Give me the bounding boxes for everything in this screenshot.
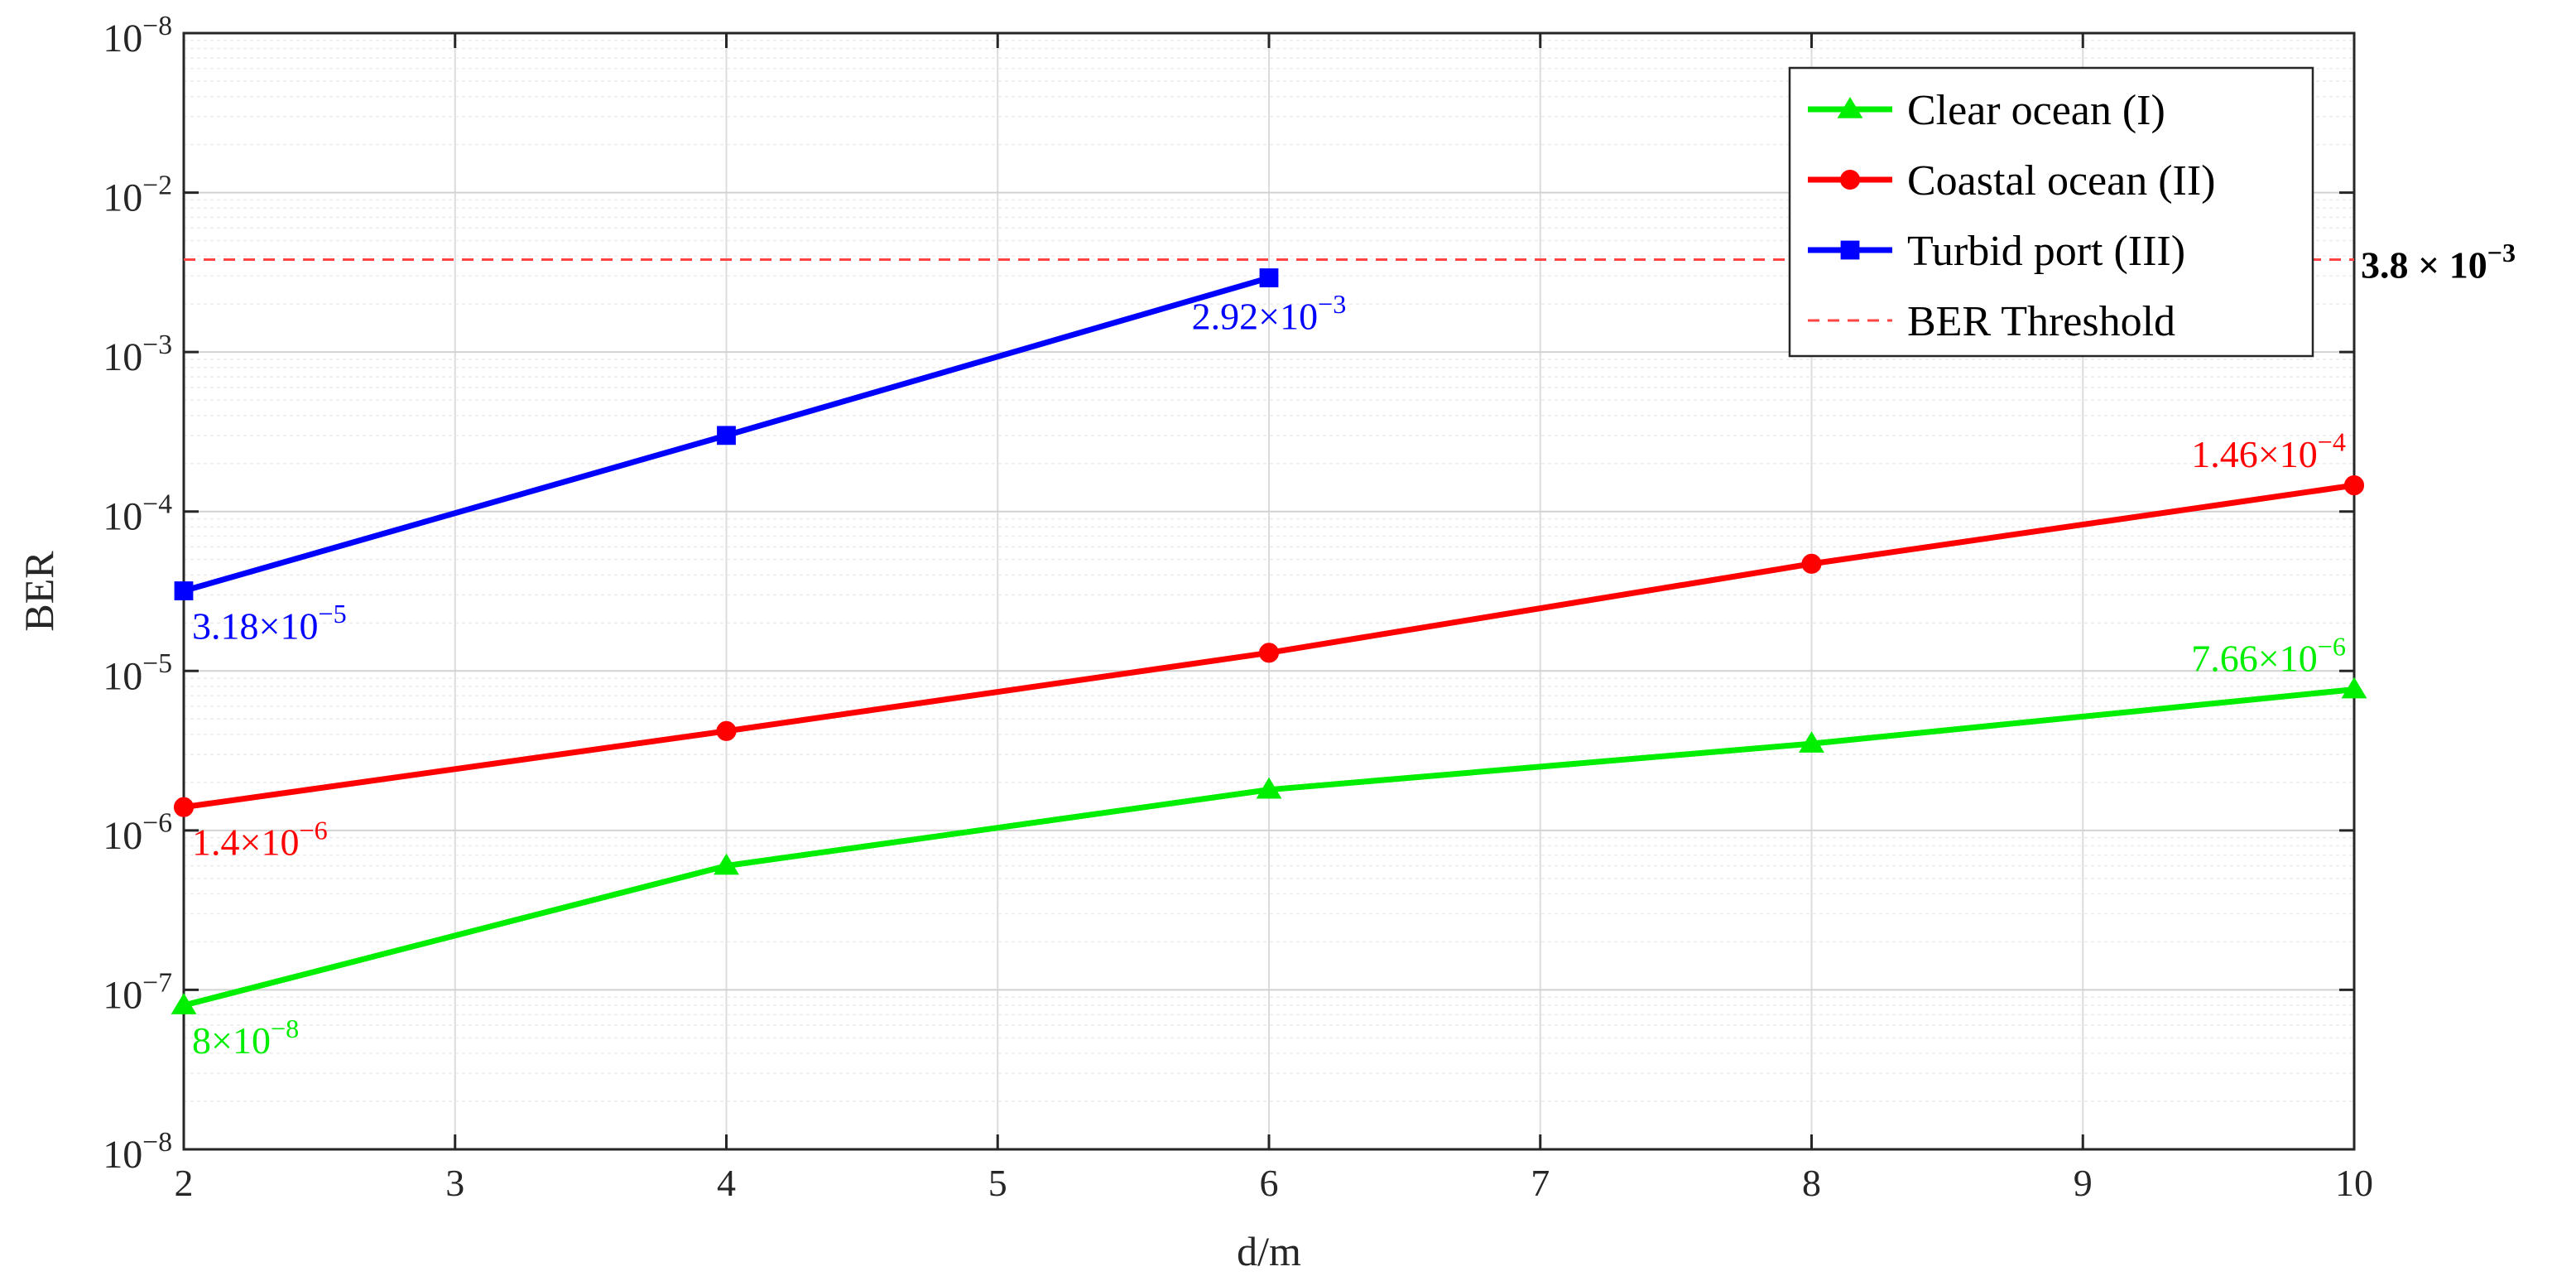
triangle-marker <box>1799 731 1824 753</box>
y-axis-title: BER <box>16 551 62 632</box>
triangle-marker <box>1837 97 1863 118</box>
circle-marker <box>2343 475 2365 496</box>
y-tick-label: 10−2 <box>103 170 172 219</box>
y-tick-label: 10−7 <box>103 967 172 1017</box>
legend-box <box>1788 66 2314 358</box>
circle-marker <box>716 720 737 741</box>
data-label: 2.92×10−3 <box>1192 289 1347 337</box>
y-tick-label: 10−4 <box>103 489 172 539</box>
data-label: 7.66×10−6 <box>2191 631 2346 679</box>
series-1 <box>171 677 2367 1014</box>
square-marker <box>174 581 194 600</box>
x-tick-label: 4 <box>717 1162 736 1204</box>
x-tick-label: 2 <box>175 1162 194 1204</box>
y-tick-label: 10−6 <box>103 808 172 858</box>
legend-item[interactable]: Turbid port (III) <box>1808 228 2185 275</box>
legend-item[interactable]: Clear ocean (I) <box>1808 87 2165 134</box>
x-axis-title: d/m <box>1237 1228 1301 1274</box>
circle-marker <box>1258 643 1280 663</box>
series <box>171 258 2367 1014</box>
triangle-marker <box>714 853 739 875</box>
legend-label: Turbid port (III) <box>1907 228 2185 275</box>
circle-marker <box>173 797 195 817</box>
y-tick-label: 10−8 <box>103 1127 172 1177</box>
data-label: 1.46×10−4 <box>2191 427 2346 475</box>
legend[interactable]: Clear ocean (I) Coastal ocean (II) Turbid … <box>1788 66 2314 358</box>
series-3 <box>174 268 1279 600</box>
x-tick-label: 7 <box>1531 1162 1550 1204</box>
y-tick-label: 10−5 <box>103 648 172 698</box>
square-marker <box>1259 268 1279 287</box>
data-label: 1.4×10−6 <box>192 815 328 863</box>
legend-item[interactable]: Coastal ocean (II) <box>1808 157 2215 205</box>
x-tick-label: 8 <box>1802 1162 1821 1204</box>
threshold-label: 3.8 × 10−3 <box>2361 238 2516 286</box>
y-tick-label: 10−8 <box>103 11 172 60</box>
annotations: 8×10−8 7.66×10−6 1.4×10−6 1.46×10−4 3.18×10−… <box>192 238 2516 1062</box>
triangle-marker <box>1256 777 1282 799</box>
triangle-marker <box>2341 677 2367 699</box>
x-tick-label: 9 <box>2074 1162 2093 1204</box>
circle-marker <box>1801 553 1822 574</box>
x-tick-label: 10 <box>2335 1162 2373 1204</box>
x-tick-label: 3 <box>445 1162 464 1204</box>
legend-label: Clear ocean (I) <box>1907 87 2165 134</box>
square-marker <box>1840 240 1860 260</box>
axis-ticks: 2 3 4 5 6 7 8 9 10 10−8 10−7 10−6 10−5 10−4 10−3 10−2 10… <box>103 11 2373 1204</box>
legend-label: BER Threshold <box>1907 298 2175 345</box>
data-label: 8×10−8 <box>192 1014 299 1062</box>
x-tick-label: 6 <box>1260 1162 1279 1204</box>
legend-label: Coastal ocean (II) <box>1907 157 2215 205</box>
x-tick-label: 5 <box>988 1162 1007 1204</box>
y-tick-label: 10−3 <box>103 330 172 379</box>
triangle-marker <box>171 993 197 1014</box>
series-2 <box>173 475 2365 817</box>
data-label: 3.18×10−5 <box>192 599 347 647</box>
circle-marker <box>1839 169 1861 190</box>
square-marker <box>717 426 736 445</box>
legend-item[interactable]: BER Threshold <box>1808 298 2175 345</box>
